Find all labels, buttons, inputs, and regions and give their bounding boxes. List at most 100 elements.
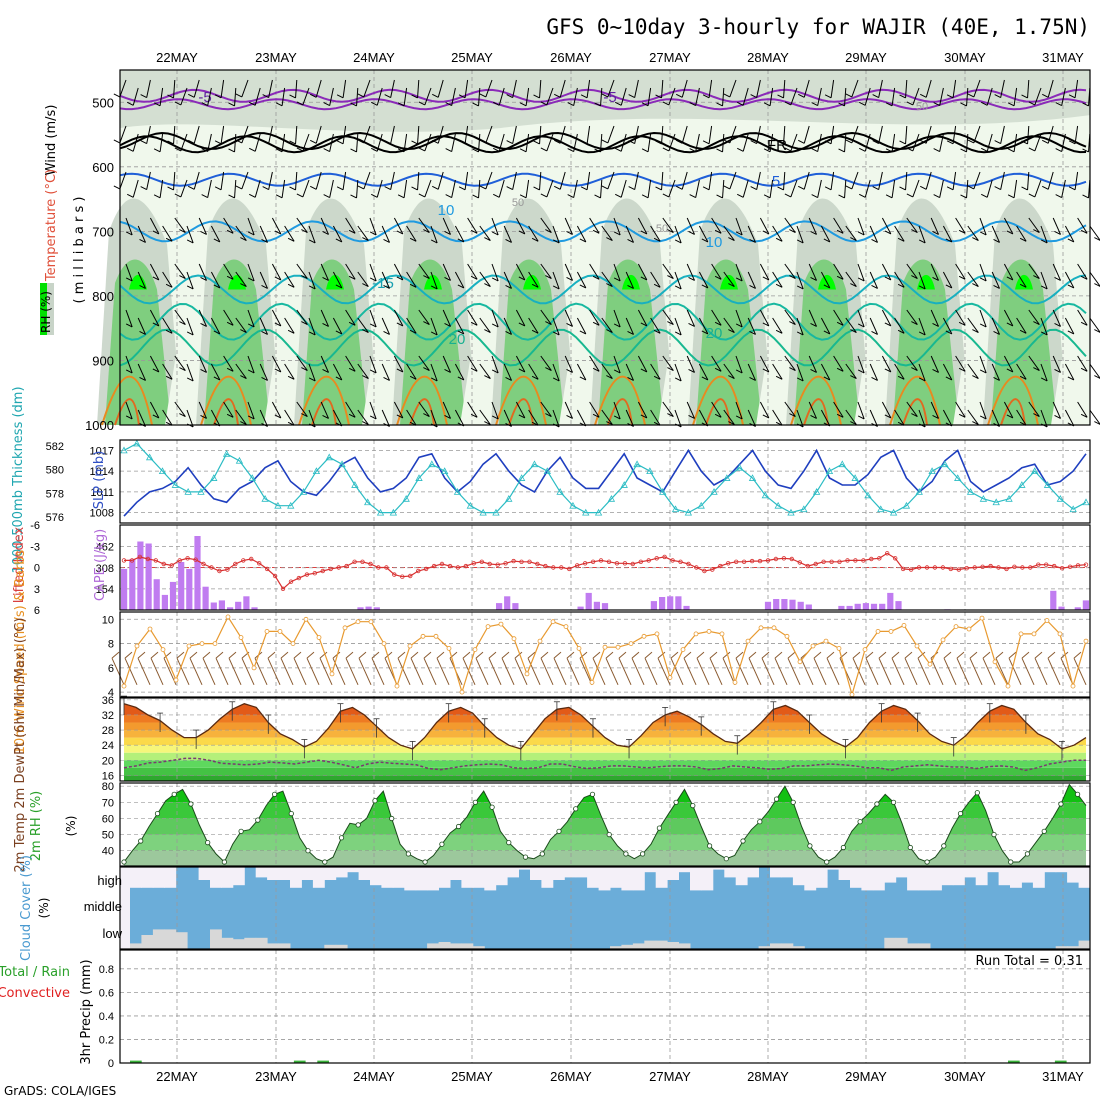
thickness-point bbox=[479, 508, 487, 516]
wind-barb bbox=[173, 125, 176, 144]
wind-barb-flag bbox=[310, 93, 317, 98]
contour-label: 5 bbox=[772, 173, 780, 190]
wind-barb bbox=[637, 309, 648, 327]
wind-barb bbox=[918, 409, 926, 428]
wind-barb-flag bbox=[566, 414, 573, 419]
wind-barb bbox=[930, 217, 939, 235]
wind-barb bbox=[437, 125, 444, 144]
wind-barb-10m-flag bbox=[228, 651, 237, 659]
wind-barb-flag bbox=[850, 375, 857, 380]
wind-barb bbox=[637, 401, 648, 419]
wind-barb-flag bbox=[784, 193, 792, 198]
wind-barb-flag bbox=[1067, 330, 1075, 335]
wind-barb bbox=[647, 87, 652, 106]
wind-barb-flag bbox=[850, 283, 857, 288]
wind-barb bbox=[174, 263, 186, 279]
wind-barb bbox=[235, 409, 247, 425]
li-point bbox=[1012, 564, 1017, 569]
cape-bar bbox=[218, 600, 225, 610]
wind-barb bbox=[418, 309, 430, 325]
cape-label: CAPE (J/kg) bbox=[93, 529, 108, 601]
wind-barb bbox=[271, 217, 282, 235]
wind-barb bbox=[1034, 179, 1042, 198]
cape-bar bbox=[153, 579, 160, 610]
wind-barb-10m-flag bbox=[722, 651, 731, 659]
wind-barb bbox=[198, 217, 207, 235]
wind-barb bbox=[833, 263, 844, 280]
wind-barb bbox=[512, 171, 517, 190]
wind-barb-flag bbox=[884, 368, 892, 373]
wind-barb-flag bbox=[179, 321, 186, 326]
wind-barb-flag bbox=[127, 193, 134, 198]
wind-barb-flag bbox=[594, 148, 601, 153]
wind-barb bbox=[869, 409, 878, 427]
rh-point bbox=[957, 810, 964, 817]
rh-point bbox=[238, 828, 244, 834]
wind-barb-flag bbox=[845, 185, 853, 190]
wind-barb-flag bbox=[174, 193, 182, 198]
cape-tick: 154 bbox=[96, 584, 114, 596]
wind-barb bbox=[149, 309, 160, 327]
wind-barb-10m bbox=[969, 657, 983, 686]
li-point bbox=[408, 573, 413, 579]
thickness-point bbox=[1043, 481, 1052, 488]
cloud-high-clear bbox=[850, 867, 862, 888]
wind-barb-flag bbox=[676, 139, 683, 144]
cloud-low-clear bbox=[758, 946, 771, 949]
warm-contour bbox=[298, 375, 350, 426]
wind-barb bbox=[259, 225, 268, 243]
li-point bbox=[241, 558, 246, 563]
wind-barb bbox=[137, 271, 146, 289]
cloud-high-clear bbox=[370, 867, 382, 886]
rh-point bbox=[924, 859, 930, 865]
wind-barb bbox=[759, 263, 770, 281]
wind-barb-flag bbox=[310, 139, 317, 144]
wind-barb bbox=[906, 355, 918, 371]
wind-barb-flag bbox=[945, 284, 953, 289]
li-point bbox=[320, 568, 325, 574]
wind-barb-10m-flag bbox=[579, 651, 588, 659]
wind-barb-flag bbox=[872, 94, 879, 99]
wind-barb bbox=[650, 317, 661, 334]
wind-barb-flag bbox=[723, 93, 731, 98]
li-point bbox=[805, 563, 810, 569]
wind-barb-flag bbox=[322, 368, 329, 373]
wind-barb bbox=[912, 133, 920, 152]
cape-bar bbox=[210, 602, 217, 610]
wind-barb bbox=[647, 133, 652, 152]
wind-barb-flag bbox=[409, 329, 417, 334]
day-label-bottom: 31MAY bbox=[1042, 1069, 1084, 1084]
wind-barb bbox=[576, 225, 587, 243]
panel-frame bbox=[119, 949, 1091, 1064]
rh-tick: 60 bbox=[102, 813, 114, 825]
wind-barb-flag bbox=[911, 321, 918, 326]
cloud-high-clear bbox=[712, 867, 725, 870]
wind-barb-flag bbox=[348, 229, 356, 234]
panel-frame bbox=[119, 611, 1091, 698]
wind-barb bbox=[573, 179, 578, 198]
wind-barb bbox=[308, 271, 316, 290]
wind-barb bbox=[674, 317, 682, 336]
wind-barb-flag bbox=[432, 139, 439, 144]
wind-barb-10m-flag bbox=[137, 651, 146, 659]
rh-point bbox=[740, 838, 746, 844]
wind-barb-flag bbox=[371, 193, 378, 198]
li-point bbox=[1004, 566, 1009, 572]
wind-barb bbox=[857, 309, 865, 328]
wind-barb-flag bbox=[240, 283, 247, 288]
wind-barb-flag bbox=[674, 377, 682, 382]
thickness-point bbox=[274, 501, 282, 509]
thickness-point bbox=[1082, 498, 1090, 506]
wind-barb-flag bbox=[653, 237, 661, 242]
wind-barb bbox=[210, 271, 221, 289]
wind-barb bbox=[952, 79, 957, 98]
thickness-point bbox=[620, 481, 628, 488]
wind-barb-flag bbox=[423, 413, 430, 418]
rh-column-green bbox=[696, 259, 762, 425]
rh-point bbox=[840, 844, 847, 851]
wind-barb bbox=[418, 217, 430, 233]
rh-point bbox=[389, 815, 395, 822]
wind-speed-point bbox=[654, 631, 660, 637]
wind-barb-flag bbox=[262, 140, 269, 145]
cape-bar bbox=[838, 605, 845, 610]
